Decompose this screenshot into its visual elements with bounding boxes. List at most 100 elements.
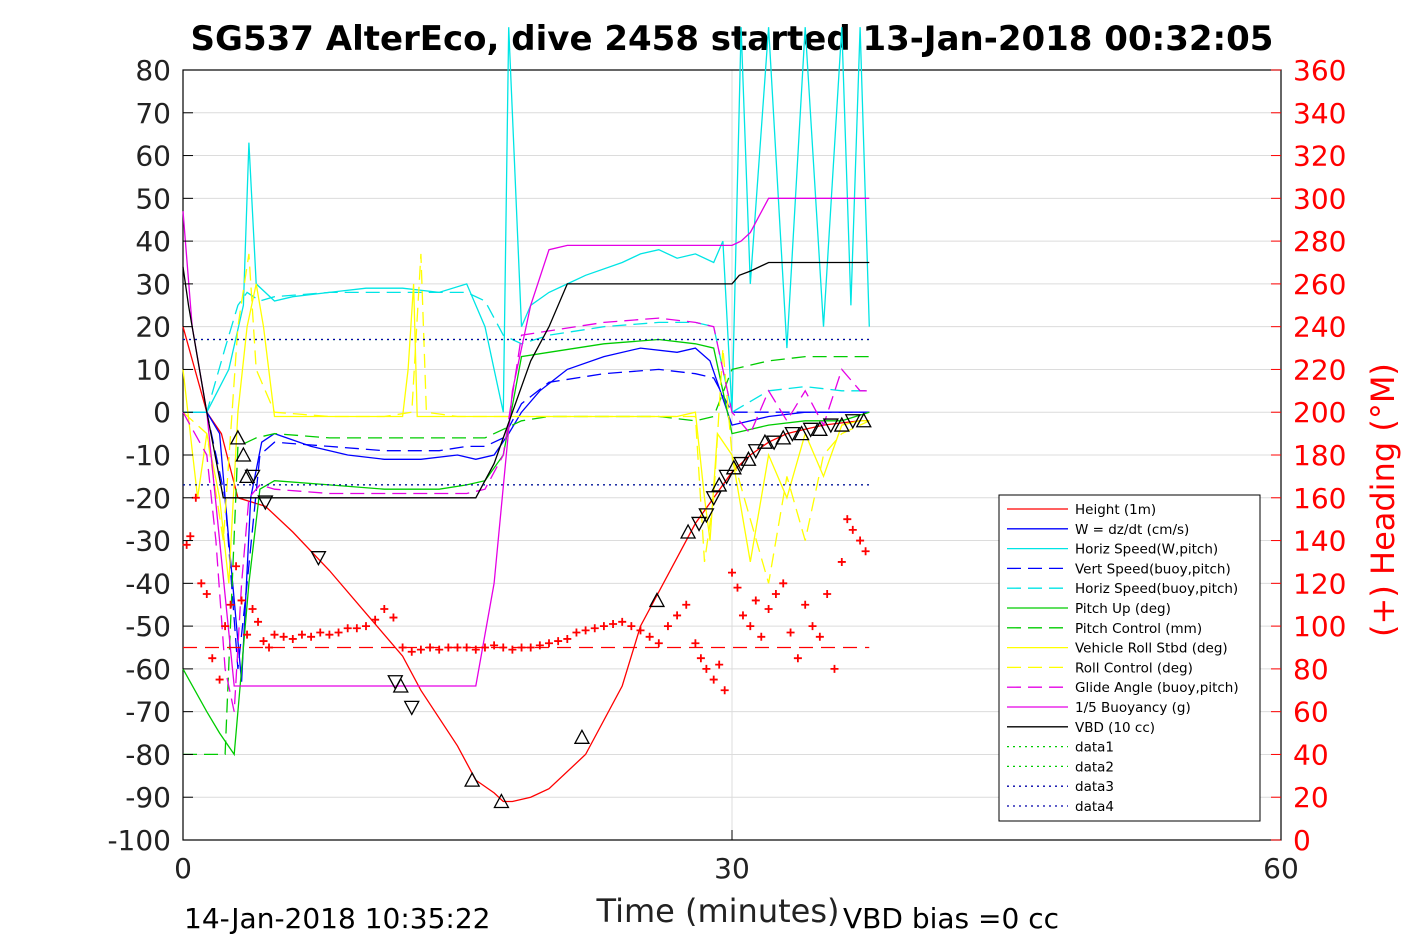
heading-point	[554, 637, 563, 646]
x-tick-label: 60	[1263, 852, 1299, 885]
triangle-marker	[725, 459, 742, 475]
heading-point	[715, 660, 724, 669]
triangle-marker	[257, 495, 274, 511]
triangle-marker	[403, 700, 420, 716]
heading-point	[343, 624, 352, 633]
heading-point	[215, 675, 224, 684]
right-tick-label: 160	[1293, 482, 1346, 515]
x-tick-label: 0	[174, 852, 192, 885]
heading-point	[248, 605, 257, 613]
right-axis-label: (+) Heading (°M)	[1364, 363, 1402, 637]
series-line-height-1m-	[182, 326, 870, 803]
y-tick-label: -50	[125, 610, 171, 643]
right-tick-label: 140	[1293, 525, 1346, 558]
right-tick-label: 180	[1293, 439, 1346, 472]
y-tick-label: 70	[135, 97, 171, 130]
y-tick-label: -20	[125, 482, 171, 515]
right-tick-label: 240	[1293, 311, 1346, 344]
heading-point	[590, 624, 599, 633]
heading-point	[297, 630, 306, 639]
heading-point	[535, 641, 544, 650]
marker-layer	[182, 412, 872, 809]
triangle-marker	[844, 414, 861, 430]
heading-point	[581, 626, 590, 635]
right-tick-label: 280	[1293, 225, 1346, 258]
triangle-marker	[244, 469, 261, 485]
right-tick-label: 260	[1293, 268, 1346, 301]
heading-point	[733, 583, 742, 592]
heading-point	[609, 619, 618, 628]
series-line-horiz-speed-w-pitch-	[183, 27, 870, 413]
triangle-marker	[229, 429, 246, 445]
heading-point	[823, 590, 832, 599]
heading-point	[334, 628, 343, 637]
heading-point	[232, 562, 241, 571]
heading-point	[801, 600, 810, 609]
right-tick-label: 40	[1293, 738, 1329, 771]
axis-ticks: 80706050403020100-10-20-30-40-50-60-70-8…	[107, 54, 1346, 885]
heading-point	[265, 643, 274, 652]
legend-label: Horiz Speed(buoy,pitch)	[1075, 581, 1238, 597]
y-tick-label: 40	[135, 225, 171, 258]
chart-title: SG537 AlterEco, dive 2458 started 13-Jan…	[191, 19, 1274, 59]
heading-point	[508, 645, 517, 654]
right-tick-label: 320	[1293, 140, 1346, 173]
heading-point	[830, 664, 839, 673]
right-tick-label: 100	[1293, 610, 1346, 643]
heading-point	[682, 600, 691, 609]
heading-point	[444, 643, 453, 652]
heading-point	[720, 686, 729, 695]
heading-point	[499, 643, 508, 652]
triangle-marker	[733, 456, 750, 472]
series-line-glide-angle-buoy-pitch-	[182, 317, 870, 712]
heading-point	[636, 626, 645, 635]
triangle-marker	[238, 468, 256, 484]
triangle-marker	[802, 422, 819, 438]
triangle-marker	[573, 728, 591, 744]
heading-point	[254, 617, 263, 626]
triangle-marker	[747, 444, 764, 460]
right-tick-label: 360	[1293, 54, 1346, 87]
triangle-marker	[855, 412, 872, 428]
heading-point	[691, 639, 700, 648]
heading-point	[325, 630, 334, 639]
y-tick-label: -30	[125, 525, 171, 558]
heading-point	[793, 654, 802, 663]
y-tick-label: 10	[135, 353, 171, 386]
heading-point	[307, 632, 316, 641]
heading-point	[856, 536, 865, 545]
heading-point	[837, 557, 846, 566]
legend-label: Glide Angle (buoy,pitch)	[1075, 680, 1239, 696]
right-tick-label: 120	[1293, 567, 1346, 600]
heading-point	[380, 605, 389, 613]
heading-point	[237, 596, 246, 605]
legend-label: W = dz/dt (cm/s)	[1075, 522, 1189, 538]
triangle-marker	[679, 523, 697, 539]
heading-point	[663, 622, 672, 631]
heading-point	[490, 641, 499, 650]
heading-point	[426, 643, 435, 652]
series-line-vert-speed-buoy-pitch-	[183, 368, 870, 669]
heading-point	[627, 622, 636, 631]
legend-label: Pitch Control (mm)	[1075, 621, 1202, 637]
heading-point	[751, 596, 760, 605]
heading-point	[786, 628, 795, 637]
heading-point	[709, 675, 718, 684]
heading-point	[191, 493, 200, 502]
triangle-marker	[648, 592, 666, 608]
heading-point	[186, 532, 195, 541]
triangle-marker	[811, 420, 828, 436]
series-line-w-dz-dt-cm-s-	[183, 347, 870, 682]
heading-point	[545, 639, 553, 648]
heading-point	[270, 630, 279, 639]
legend: Height (1m) W = dz/dt (cm/s) Horiz Speed(W…	[998, 494, 1261, 822]
heading-point	[462, 643, 471, 652]
heading-point	[471, 645, 480, 654]
y-tick-label: -100	[107, 824, 171, 857]
y-tick-label: 60	[135, 140, 171, 173]
legend-label: Vehicle Roll Stbd (deg)	[1075, 641, 1228, 657]
y-tick-label: 80	[135, 54, 171, 87]
triangle-marker	[464, 771, 481, 787]
heading-point	[645, 632, 654, 641]
heading-point	[779, 579, 788, 588]
